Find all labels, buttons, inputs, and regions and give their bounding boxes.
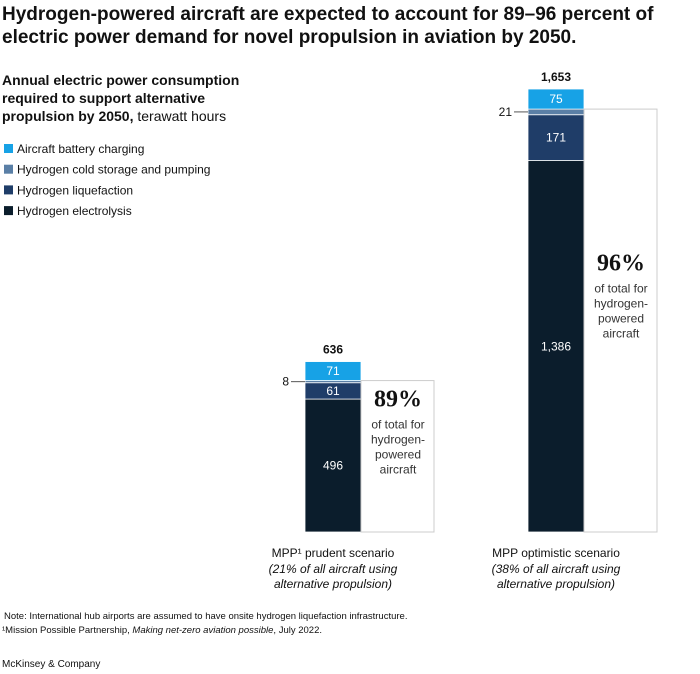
- bar-segment: [527, 88, 585, 110]
- legend-swatch: [4, 185, 13, 195]
- chart-title: Hydrogen-powered aircraft are expected t…: [2, 4, 654, 25]
- annotation-percent: 89%: [374, 386, 422, 412]
- category-label: MPP¹ prudent scenario: [272, 546, 395, 560]
- category-note: alternative propulsion): [274, 577, 392, 591]
- bar-segment: [304, 398, 362, 533]
- legend-label: Hydrogen liquefaction: [17, 183, 133, 197]
- annotation-text: powered: [598, 312, 644, 326]
- value-label: 171: [546, 131, 566, 145]
- category-note: (38% of all aircraft using: [492, 562, 621, 576]
- annotation-text: powered: [375, 447, 421, 461]
- bar-segment: [527, 114, 585, 161]
- total-label: 1,653: [541, 70, 571, 84]
- category-note: alternative propulsion): [497, 577, 615, 591]
- value-label: 75: [549, 92, 563, 106]
- annotation-text: of total for: [594, 282, 647, 296]
- category-note: (21% of all aircraft using: [269, 562, 398, 576]
- legend-label: Hydrogen cold storage and pumping: [17, 163, 210, 177]
- annotation-text: aircraft: [380, 462, 417, 476]
- bar-segment: [527, 160, 585, 533]
- annotation-box: [360, 380, 435, 533]
- annotation-box: [583, 108, 658, 533]
- annotation-text: of total for: [371, 417, 424, 431]
- legend-swatch: [4, 144, 13, 153]
- subtitle: propulsion by 2050, terawatt hours: [2, 108, 226, 124]
- legend-label: Aircraft battery charging: [17, 142, 144, 156]
- subtitle: Annual electric power consumption: [2, 72, 239, 88]
- source: ¹Mission Possible Partnership, Making ne…: [2, 625, 322, 636]
- annotation-text: hydrogen-: [594, 297, 648, 311]
- unit: terawatt hours: [133, 108, 226, 124]
- annotation-text: aircraft: [603, 327, 640, 341]
- chart-title: electric power demand for novel propulsi…: [2, 27, 576, 48]
- value-label: 496: [323, 459, 343, 473]
- source-text: , July 2022.: [273, 625, 322, 636]
- source-title: Making net-zero aviation possible: [132, 625, 273, 636]
- bar-segment: [304, 361, 362, 381]
- bar-segment: [527, 108, 585, 116]
- note: Note: International hub airports are ass…: [4, 611, 407, 622]
- annotation-text: hydrogen-: [371, 432, 425, 446]
- category-label: MPP optimistic scenario: [492, 546, 620, 560]
- annotation-percent: 96%: [597, 251, 645, 277]
- legend-swatch: [4, 206, 13, 216]
- value-label: 71: [326, 364, 340, 378]
- value-label: 1,386: [541, 339, 571, 353]
- value-label: 8: [282, 375, 289, 389]
- subtitle: propulsion by 2050,: [2, 108, 133, 124]
- value-label: 21: [499, 105, 513, 119]
- subtitle: required to support alternative: [2, 90, 205, 106]
- total-label: 636: [323, 343, 343, 357]
- legend-swatch: [4, 164, 13, 174]
- source-text: ¹Mission Possible Partnership,: [2, 625, 132, 636]
- value-label: 61: [326, 384, 340, 398]
- brand: McKinsey & Company: [2, 659, 100, 670]
- legend-label: Hydrogen electrolysis: [17, 204, 132, 218]
